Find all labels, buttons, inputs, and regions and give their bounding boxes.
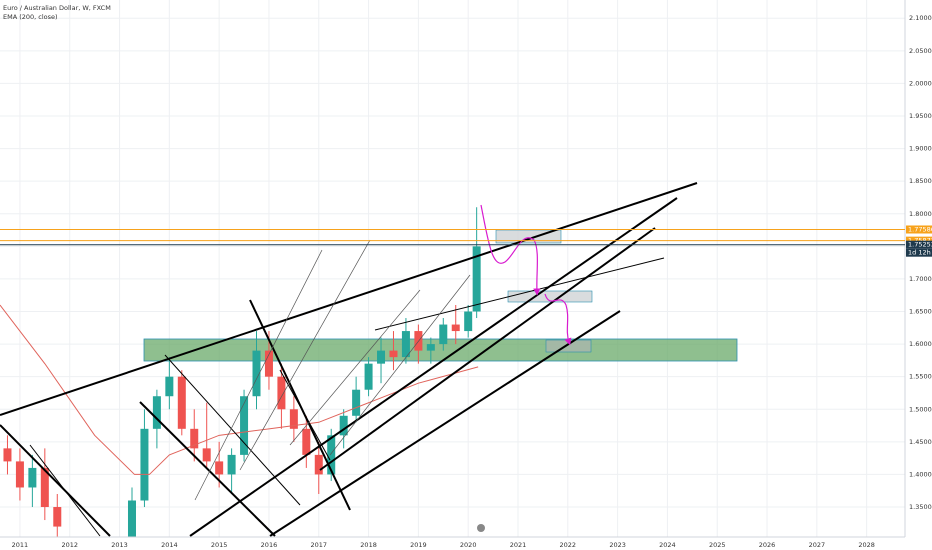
- price-tag: [906, 225, 932, 234]
- candle-body: [314, 454, 323, 475]
- candle-body: [364, 363, 373, 390]
- price-tag: [906, 236, 932, 245]
- projection-path: [544, 293, 572, 346]
- y-tick-label: 1.45000: [909, 438, 932, 446]
- y-tick-label: 1.65000: [909, 308, 932, 316]
- price-tag-label: 1.77586: [908, 225, 932, 233]
- price-tag-label: 1.75253: [908, 241, 932, 249]
- x-tick-label: 2012: [61, 541, 78, 549]
- candle-body: [339, 415, 348, 436]
- y-tick-label: 1.35000: [909, 503, 932, 511]
- candle-body: [277, 376, 286, 410]
- candle-body: [15, 461, 24, 488]
- candle-body: [3, 448, 12, 462]
- candle-body: [215, 461, 224, 475]
- x-tick-label: 2018: [360, 541, 377, 549]
- candle-body: [289, 409, 298, 429]
- y-tick-label: 1.60000: [909, 340, 932, 348]
- candle-body: [377, 350, 386, 364]
- grid: [0, 0, 905, 537]
- candle-body: [127, 500, 136, 537]
- x-tick-label: 2011: [12, 541, 29, 549]
- x-tick-label: 2026: [759, 541, 776, 549]
- candle-body: [152, 396, 161, 429]
- x-tick-label: 2019: [410, 541, 427, 549]
- candle-body: [389, 350, 398, 358]
- y-tick-label: 2.10000: [909, 14, 932, 22]
- candle-body: [140, 428, 149, 501]
- price-tag: [906, 240, 932, 249]
- x-tick-label: 2028: [858, 541, 875, 549]
- candle-body: [302, 428, 311, 455]
- y-tick-label: 1.80000: [909, 210, 932, 218]
- candle-body: [439, 324, 448, 345]
- y-tick-label: 1.40000: [909, 470, 932, 478]
- fan-lines: [194, 239, 471, 501]
- x-tick-label: 2023: [609, 541, 626, 549]
- x-tick-label: 2015: [211, 541, 228, 549]
- y-tick-label: 1.90000: [909, 145, 932, 153]
- candle-body: [40, 467, 49, 508]
- countdown-tag: [906, 248, 932, 257]
- candle-body: [352, 389, 361, 416]
- candle-body: [264, 350, 273, 377]
- candle-body: [401, 331, 410, 358]
- candle-body: [451, 324, 460, 332]
- candle-body: [472, 246, 481, 312]
- candle-body: [426, 344, 435, 351]
- x-tick-label: 2024: [659, 541, 676, 549]
- logo: [477, 524, 485, 532]
- candle-body: [252, 350, 261, 397]
- candle-body: [240, 396, 249, 455]
- x-tick-label: 2016: [261, 541, 278, 549]
- x-tick-label: 2017: [310, 541, 327, 549]
- y-tick-label: 2.05000: [909, 47, 932, 55]
- indicator-label: EMA (200, close): [3, 13, 58, 21]
- y-tick-label: 2.00000: [909, 79, 932, 87]
- x-tick-label: 2014: [161, 541, 178, 549]
- candle-body: [327, 435, 336, 475]
- x-tick-label: 2027: [809, 541, 826, 549]
- y-tick-label: 1.50000: [909, 405, 932, 413]
- x-tick-label: 2022: [560, 541, 577, 549]
- y-tick-label: 1.95000: [909, 112, 932, 120]
- x-tick-label: 2025: [709, 541, 726, 549]
- trend-lines: [0, 182, 698, 537]
- candle-body: [464, 311, 473, 332]
- candle-body: [53, 507, 62, 527]
- countdown: 1d 12h: [908, 249, 931, 257]
- x-tick-label: 2021: [510, 541, 527, 549]
- ema-line: [0, 304, 479, 475]
- y-tick-label: 1.70000: [909, 275, 932, 283]
- candle-body: [190, 428, 199, 449]
- price-tag-label: 1.75873: [908, 237, 932, 245]
- candle-body: [28, 467, 37, 488]
- x-tick-label: 2020: [460, 541, 477, 549]
- candle-body: [177, 376, 186, 429]
- candle-body: [202, 448, 211, 462]
- x-tick-label: 2013: [111, 541, 128, 549]
- candle-body: [165, 376, 174, 397]
- y-tick-label: 1.55000: [909, 373, 932, 381]
- candle-body: [227, 454, 236, 475]
- chart-title: Euro / Australian Dollar, W, FXCM: [3, 4, 111, 12]
- y-tick-label: 1.85000: [909, 177, 932, 185]
- drawings: [0, 182, 698, 537]
